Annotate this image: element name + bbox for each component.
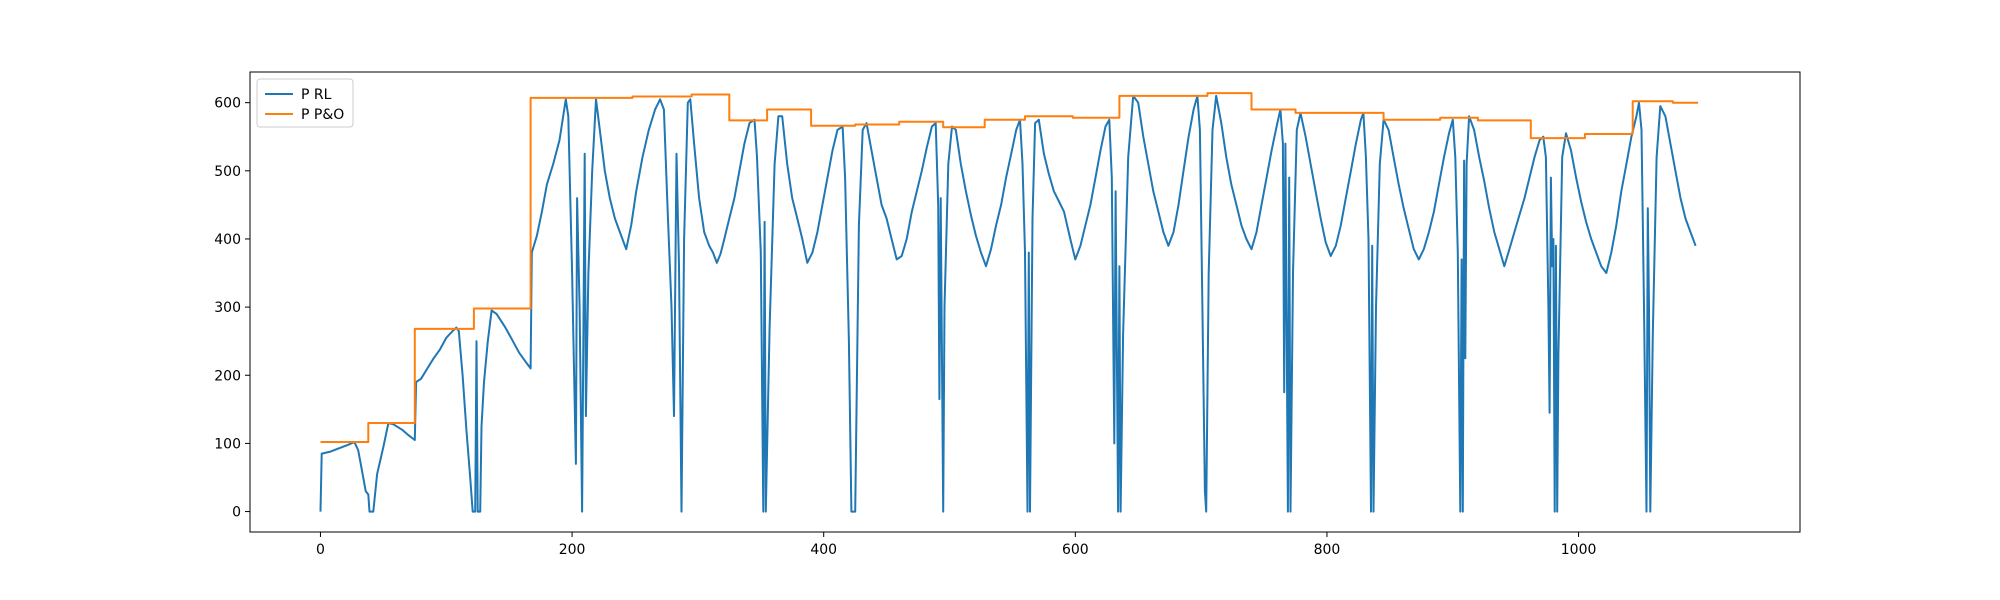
axis-ticks: 0 200 400 600 800 1000 0 100 200 300 400 500 600 <box>214 96 1596 558</box>
legend: P RL P P&O <box>256 78 354 128</box>
x-tick-label: 400 <box>810 542 837 558</box>
x-tick-label: 200 <box>559 542 586 558</box>
x-tick-label: 800 <box>1314 542 1341 558</box>
y-tick-label: 0 <box>232 505 241 521</box>
plot-area <box>319 92 1699 513</box>
axes-frame <box>249 71 1801 533</box>
y-tick-label: 100 <box>214 436 241 452</box>
x-tick-label: 600 <box>1062 542 1089 558</box>
series-line-p-rl <box>319 94 1697 513</box>
y-tick-label: 600 <box>214 96 241 112</box>
x-tick-label: 1000 <box>1561 542 1597 558</box>
series-line-p-po <box>320 92 1699 443</box>
y-tick-label: 400 <box>214 232 241 248</box>
legend-label: P P&O <box>301 107 344 123</box>
y-tick-label: 500 <box>214 164 241 180</box>
legend-label: P RL <box>301 87 332 103</box>
y-tick-label: 200 <box>214 368 241 384</box>
y-tick-label: 300 <box>214 300 241 316</box>
x-tick-label: 0 <box>316 542 325 558</box>
